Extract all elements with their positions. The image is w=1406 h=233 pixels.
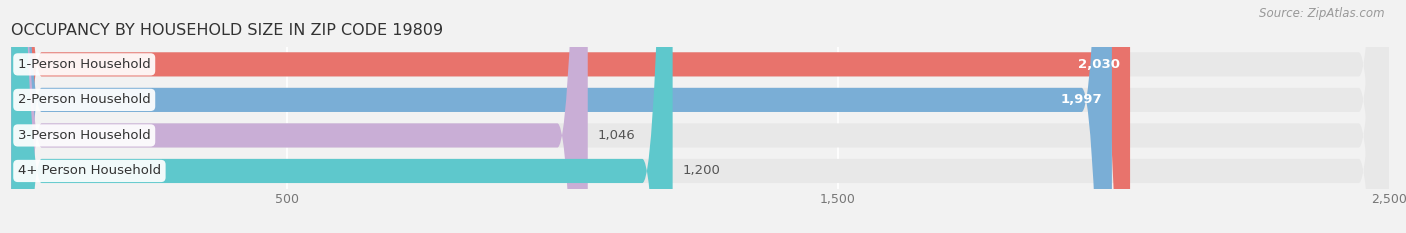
Text: Source: ZipAtlas.com: Source: ZipAtlas.com [1260,7,1385,20]
FancyBboxPatch shape [11,0,1389,233]
FancyBboxPatch shape [11,0,1389,233]
FancyBboxPatch shape [11,0,1389,233]
Text: 1,997: 1,997 [1060,93,1102,106]
FancyBboxPatch shape [11,0,672,233]
Text: OCCUPANCY BY HOUSEHOLD SIZE IN ZIP CODE 19809: OCCUPANCY BY HOUSEHOLD SIZE IN ZIP CODE … [11,24,443,38]
Text: 2-Person Household: 2-Person Household [18,93,150,106]
FancyBboxPatch shape [11,0,1389,233]
Text: 4+ Person Household: 4+ Person Household [18,164,160,178]
Text: 1,046: 1,046 [598,129,636,142]
Text: 2,030: 2,030 [1078,58,1121,71]
FancyBboxPatch shape [11,0,1130,233]
Text: 3-Person Household: 3-Person Household [18,129,150,142]
Text: 1-Person Household: 1-Person Household [18,58,150,71]
FancyBboxPatch shape [11,0,1112,233]
Text: 1,200: 1,200 [682,164,720,178]
FancyBboxPatch shape [11,0,588,233]
